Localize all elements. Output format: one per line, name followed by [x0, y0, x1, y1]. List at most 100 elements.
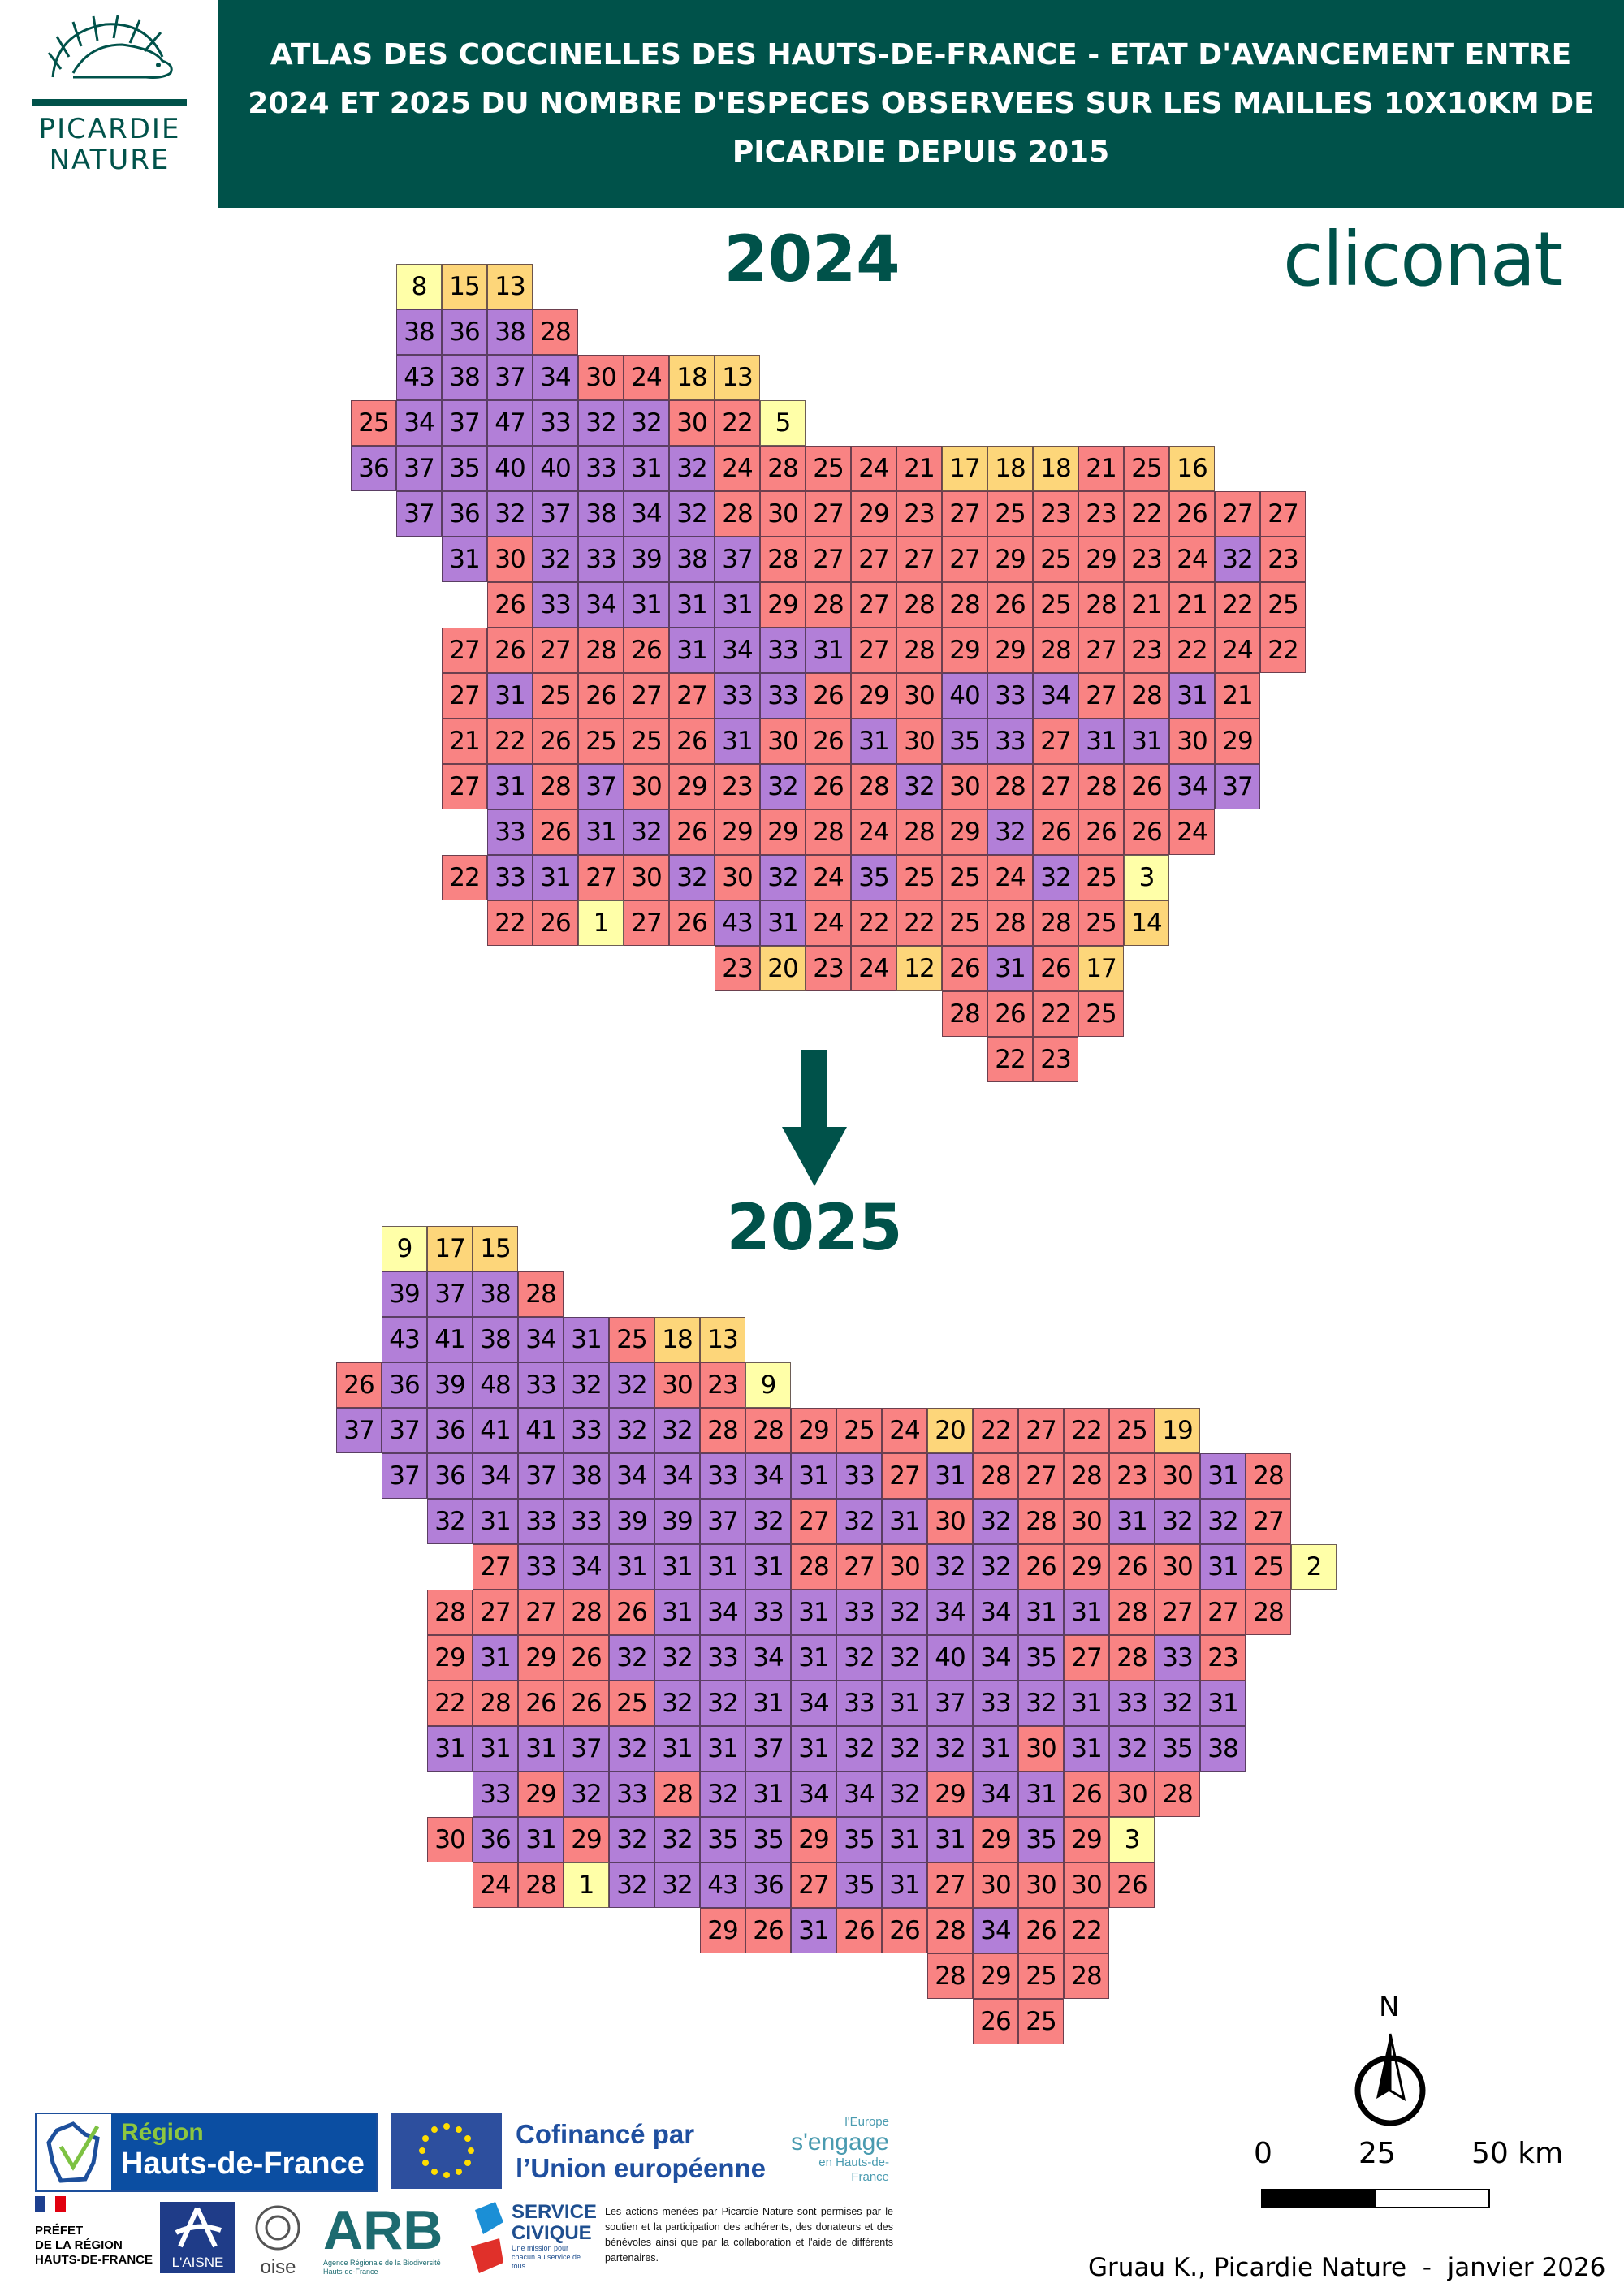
grid-cell: 34 — [973, 1772, 1018, 1817]
grid-cell: 28 — [1078, 582, 1124, 628]
grid-cell: 16 — [1169, 446, 1215, 491]
grid-cell: 34 — [836, 1772, 882, 1817]
hedgehog-icon — [47, 15, 173, 79]
grid-cell: 26 — [564, 1635, 609, 1681]
grid-cell: 23 — [1124, 628, 1169, 673]
grid-cell: 26 — [564, 1681, 609, 1726]
grid-cell: 26 — [987, 582, 1033, 628]
grid-cell: 40 — [942, 673, 987, 719]
grid-cell: 23 — [715, 764, 760, 809]
grid-cell: 33 — [518, 1499, 564, 1544]
grid-cell: 31 — [473, 1499, 518, 1544]
grid-cell: 12 — [896, 946, 942, 991]
grid-cell: 40 — [927, 1635, 973, 1681]
grid-cell: 30 — [1155, 1453, 1200, 1499]
grid-cell: 43 — [382, 1317, 427, 1362]
grid-cell: 28 — [518, 1862, 564, 1908]
grid-cell: 31 — [1064, 1726, 1109, 1772]
grid-cell: 32 — [987, 809, 1033, 855]
grid-cell: 24 — [1215, 628, 1260, 673]
grid-cell: 28 — [654, 1772, 700, 1817]
grid-cell: 31 — [1018, 1772, 1064, 1817]
grid-cell: 27 — [1200, 1590, 1246, 1635]
region-map-icon — [46, 2121, 100, 2183]
eu-star-icon — [431, 2126, 438, 2134]
marianne-flag-icon — [35, 2196, 66, 2212]
prefet-line3: HAUTS-DE-FRANCE — [35, 2253, 153, 2267]
grid-cell: 31 — [791, 1635, 836, 1681]
grid-cell: 28 — [851, 764, 896, 809]
grid-cell: 32 — [927, 1726, 973, 1772]
grid-cell: 26 — [882, 1908, 927, 1953]
grid-cell: 21 — [1169, 582, 1215, 628]
grid-cell: 31 — [1124, 719, 1169, 764]
grid-cell: 36 — [442, 309, 487, 355]
grid-cell: 29 — [1064, 1544, 1109, 1590]
grid-cell: 34 — [1169, 764, 1215, 809]
grid-cell: 32 — [624, 809, 669, 855]
grid-cell: 34 — [745, 1635, 791, 1681]
grid-cell: 9 — [745, 1362, 791, 1408]
grid-cell: 27 — [942, 491, 987, 537]
grid-cell: 31 — [669, 582, 715, 628]
grid-cell: 31 — [564, 1317, 609, 1362]
grid-cell: 35 — [851, 855, 896, 900]
grid-cell: 34 — [745, 1453, 791, 1499]
grid-cell: 28 — [1246, 1590, 1291, 1635]
grid-cell: 30 — [1064, 1862, 1109, 1908]
grid-cell: 32 — [564, 1362, 609, 1408]
grid-cell: 27 — [806, 491, 851, 537]
grid-cell: 32 — [654, 1817, 700, 1862]
grid-cell: 29 — [942, 809, 987, 855]
grid-cell: 34 — [654, 1453, 700, 1499]
grid-cell: 38 — [669, 537, 715, 582]
grid-cell: 28 — [578, 628, 624, 673]
grid-cell: 38 — [473, 1317, 518, 1362]
grid-cell: 23 — [1124, 537, 1169, 582]
grid-cell: 25 — [1018, 1953, 1064, 1999]
scale-label-25: 25 — [1358, 2137, 1396, 2170]
grid-cell: 27 — [473, 1544, 518, 1590]
grid-cell: 32 — [927, 1544, 973, 1590]
grid-cell: 27 — [1018, 1453, 1064, 1499]
grid-cell: 22 — [1033, 991, 1078, 1037]
grid-cell: 1 — [564, 1862, 609, 1908]
grid-cell: 33 — [609, 1772, 654, 1817]
grid-cell: 31 — [700, 1544, 745, 1590]
grid-cell: 34 — [518, 1317, 564, 1362]
grid-cell: 36 — [473, 1817, 518, 1862]
grid-cell: 43 — [396, 355, 442, 400]
grid-cell: 34 — [564, 1544, 609, 1590]
grid-cell: 35 — [836, 1862, 882, 1908]
grid-cell: 31 — [1078, 719, 1124, 764]
grid-cell: 32 — [564, 1772, 609, 1817]
grid-cell: 25 — [1124, 446, 1169, 491]
grid-cell: 37 — [533, 491, 578, 537]
grid-cell: 30 — [624, 764, 669, 809]
grid-cell: 26 — [973, 1999, 1018, 2044]
grid-cell: 31 — [715, 582, 760, 628]
grid-cell: 33 — [473, 1772, 518, 1817]
grid-cell: 27 — [1260, 491, 1306, 537]
grid-cell: 37 — [564, 1726, 609, 1772]
grid-cell: 35 — [442, 446, 487, 491]
arrow-down-icon — [782, 1050, 847, 1186]
eu-star-icon — [464, 2160, 471, 2166]
grid-cell: 33 — [745, 1590, 791, 1635]
grid-cell: 27 — [791, 1499, 836, 1544]
grid-cell: 32 — [609, 1408, 654, 1453]
grid-cell: 36 — [442, 491, 487, 537]
grid-cell: 13 — [715, 355, 760, 400]
prefet-logo: PRÉFET DE LA RÉGION HAUTS-DE-FRANCE — [35, 2196, 153, 2268]
grid-cell: 32 — [973, 1544, 1018, 1590]
grid-cell: 27 — [669, 673, 715, 719]
grid-cell: 31 — [624, 446, 669, 491]
grid-cell: 27 — [882, 1453, 927, 1499]
grid-cell: 27 — [1215, 491, 1260, 537]
grid-cell: 30 — [578, 355, 624, 400]
grid-cell: 26 — [806, 719, 851, 764]
grid-cell: 34 — [791, 1772, 836, 1817]
grid-cell: 27 — [927, 1862, 973, 1908]
grid-cell: 31 — [1109, 1499, 1155, 1544]
map-2025-year-label: 2025 — [726, 1192, 903, 1265]
